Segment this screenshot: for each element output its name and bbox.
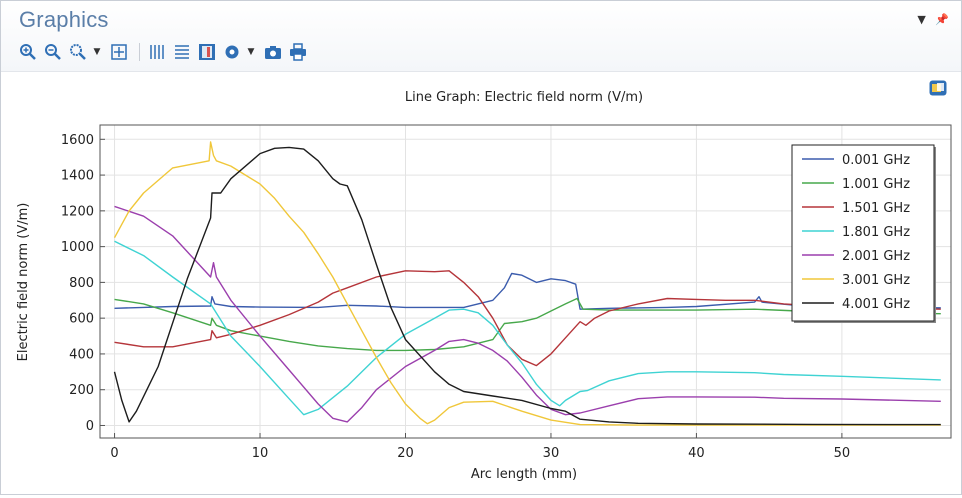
scene-dropdown-icon[interactable]: ▼ [247, 47, 255, 57]
legend-label: 2.001 GHz [842, 249, 910, 264]
window-header: Graphics ▼ 📌 ▼ [1, 1, 961, 72]
y-tick-label: 0 [86, 419, 94, 434]
legend-label: 3.001 GHz [842, 273, 910, 288]
show-grid-icon[interactable] [146, 41, 168, 63]
plot-settings-icon[interactable] [929, 80, 947, 96]
toolbar-separator [139, 43, 140, 61]
legend-label: 1.501 GHz [842, 201, 910, 216]
series-lines [113, 141, 941, 426]
x-tick-label: 20 [397, 446, 414, 461]
zoom-extents-icon[interactable] [108, 41, 130, 63]
series-line [113, 146, 941, 426]
zoom-dropdown-icon[interactable]: ▼ [93, 47, 101, 57]
line-graph[interactable]: Line Graph: Electric field norm (V/m) 0 1… [1, 72, 961, 494]
y-tick-label: 1400 [61, 169, 94, 184]
y-tick-label: 600 [69, 312, 94, 327]
scene-light-icon[interactable] [221, 41, 243, 63]
chevron-down-icon[interactable]: ▼ [917, 13, 926, 26]
series-line [114, 270, 941, 367]
legend-label: 0.001 GHz [842, 153, 910, 168]
y-tick-label: 200 [69, 383, 94, 398]
y-tick-label: 800 [69, 276, 94, 291]
x-tick-label: 10 [252, 446, 269, 461]
y-tick-label: 1200 [61, 204, 94, 219]
pin-icon[interactable]: 📌 [935, 13, 949, 26]
x-tick-label: 0 [110, 446, 118, 461]
chart-area[interactable]: Line Graph: Electric field norm (V/m) 0 1… [1, 72, 961, 494]
y-tick-label: 400 [69, 347, 94, 362]
axis-ticks: 0 10 20 30 40 50 0 200 400 600 800 1000 1200 1400 1600 [61, 133, 850, 461]
y-tick-label: 1600 [61, 133, 94, 148]
chart-title: Line Graph: Electric field norm (V/m) [405, 90, 643, 105]
print-icon[interactable] [287, 41, 309, 63]
zoom-in-icon[interactable] [17, 41, 39, 63]
x-tick-label: 30 [543, 446, 560, 461]
toolbar: ▼ ▼ [17, 41, 312, 63]
series-line [114, 240, 941, 416]
legend-box [791, 144, 935, 322]
screenshot-icon[interactable] [262, 41, 284, 63]
show-legend-icon[interactable] [171, 41, 193, 63]
zoom-box-icon[interactable] [67, 41, 89, 63]
series-line [113, 141, 941, 426]
x-tick-label: 50 [834, 446, 851, 461]
legend: 0.001 GHz 1.001 GHz 1.501 GHz 1.801 GHz 2.00… [791, 144, 936, 323]
legend-label: 1.001 GHz [842, 177, 910, 192]
legend-label: 4.001 GHz [842, 297, 910, 312]
y-axis-label: Electric field norm (V/m) [16, 203, 31, 362]
series-line [114, 272, 941, 310]
plot-frame [99, 124, 952, 439]
x-tick-label: 40 [688, 446, 705, 461]
legend-label: 1.801 GHz [842, 225, 910, 240]
window-controls: ▼ 📌 [911, 13, 949, 26]
window-title: Graphics [19, 7, 109, 32]
x-axis-label: Arc length (mm) [471, 467, 577, 482]
series-line [114, 205, 941, 423]
zoom-out-icon[interactable] [42, 41, 64, 63]
y-tick-label: 1000 [61, 240, 94, 255]
color-table-icon[interactable] [196, 41, 218, 63]
